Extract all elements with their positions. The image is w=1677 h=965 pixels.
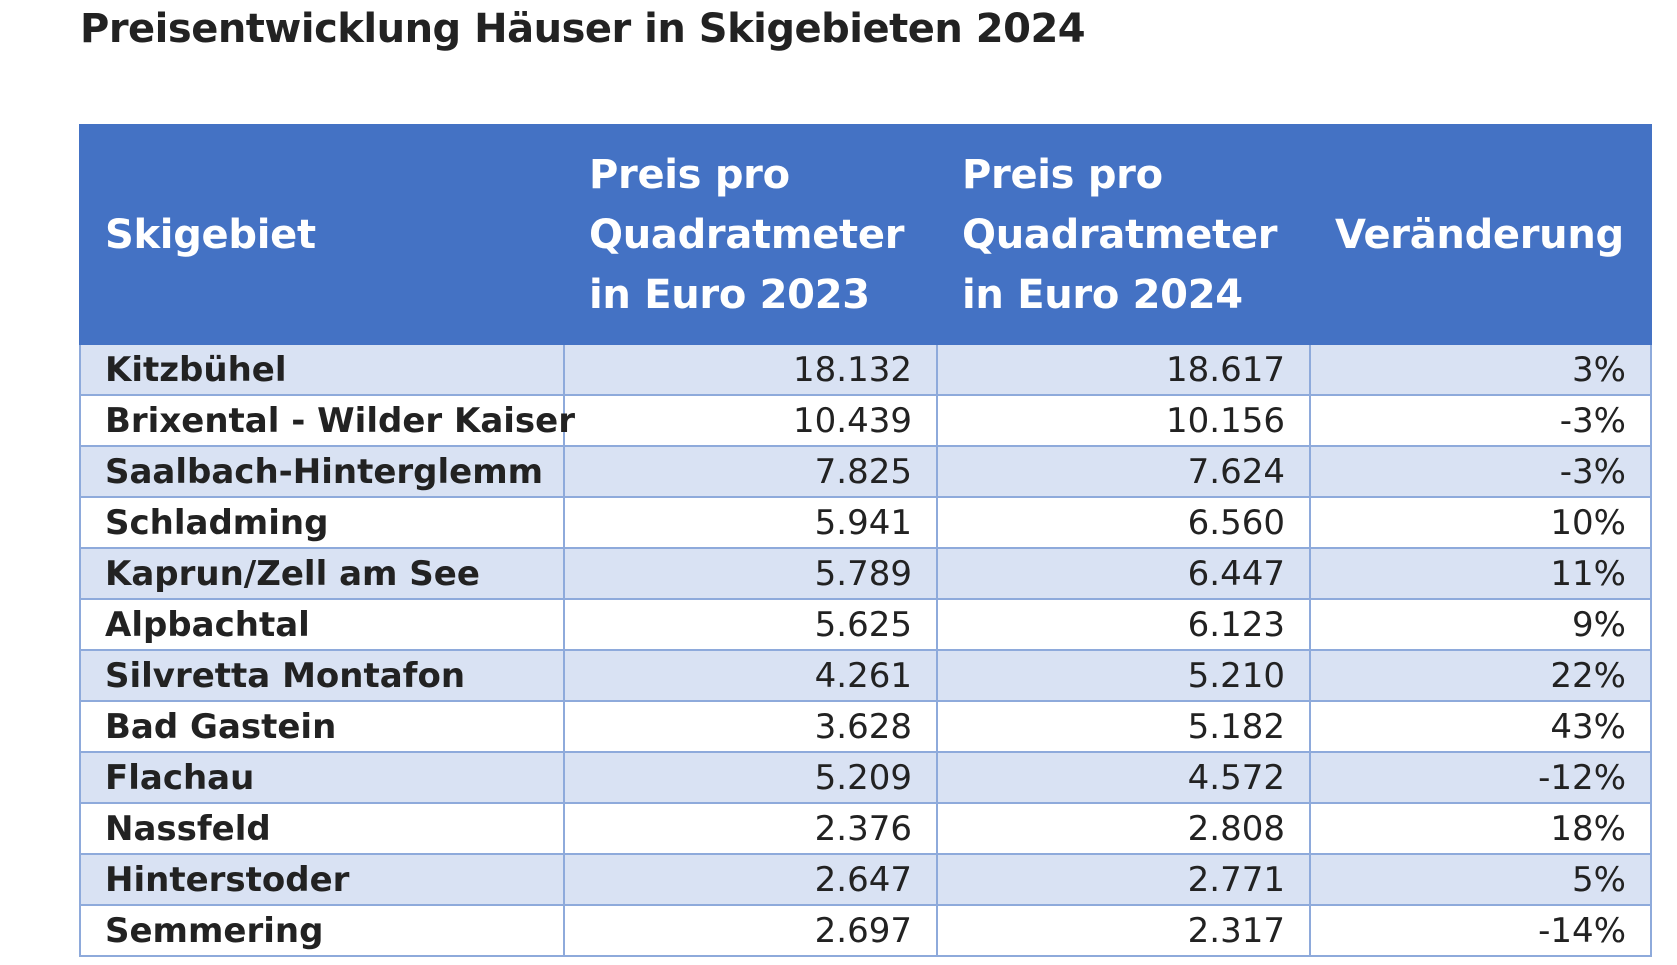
header-price-2024-line-3: in Euro 2024 xyxy=(962,271,1243,318)
price-2023-cell: 4.261 xyxy=(563,649,938,702)
change-cell: 3% xyxy=(1309,343,1652,396)
header-price-2024-line-1: Preis pro xyxy=(962,151,1163,198)
price-2023-cell: 5.941 xyxy=(563,496,938,549)
price-table: Skigebiet Preis pro Quadratmeter in Euro… xyxy=(79,124,1652,957)
price-2023-cell: 2.697 xyxy=(563,904,938,957)
table-row: Kaprun/Zell am See 5.789 6.447 11% xyxy=(79,547,1652,600)
table-row: Hinterstoder 2.647 2.771 5% xyxy=(79,853,1652,906)
table-header: Skigebiet Preis pro Quadratmeter in Euro… xyxy=(79,124,1652,345)
ski-area-cell: Flachau xyxy=(79,751,565,804)
header-price-2024: Preis pro Quadratmeter in Euro 2024 xyxy=(936,124,1311,345)
price-2024-cell: 2.808 xyxy=(936,802,1311,855)
table-row: Kitzbühel 18.132 18.617 3% xyxy=(79,343,1652,396)
header-row: Skigebiet Preis pro Quadratmeter in Euro… xyxy=(79,124,1652,345)
ski-area-cell: Nassfeld xyxy=(79,802,565,855)
price-2024-cell: 6.560 xyxy=(936,496,1311,549)
ski-area-cell: Schladming xyxy=(79,496,565,549)
ski-area-cell: Kaprun/Zell am See xyxy=(79,547,565,600)
change-cell: -3% xyxy=(1309,445,1652,498)
price-2023-cell: 5.209 xyxy=(563,751,938,804)
table-row: Nassfeld 2.376 2.808 18% xyxy=(79,802,1652,855)
change-cell: 22% xyxy=(1309,649,1652,702)
table-row: Alpbachtal 5.625 6.123 9% xyxy=(79,598,1652,651)
price-2024-cell: 2.771 xyxy=(936,853,1311,906)
header-price-2023: Preis pro Quadratmeter in Euro 2023 xyxy=(563,124,938,345)
page-title: Preisentwicklung Häuser in Skigebieten 2… xyxy=(80,6,1086,52)
price-2023-cell: 3.628 xyxy=(563,700,938,753)
header-ski-area: Skigebiet xyxy=(79,124,565,345)
change-cell: 11% xyxy=(1309,547,1652,600)
table-row: Semmering 2.697 2.317 -14% xyxy=(79,904,1652,957)
header-ski-area-label: Skigebiet xyxy=(105,211,316,258)
table-row: Flachau 5.209 4.572 -12% xyxy=(79,751,1652,804)
ski-area-cell: Semmering xyxy=(79,904,565,957)
price-2023-cell: 5.625 xyxy=(563,598,938,651)
ski-area-cell: Kitzbühel xyxy=(79,343,565,396)
price-2024-cell: 7.624 xyxy=(936,445,1311,498)
table-row: Saalbach-Hinterglemm 7.825 7.624 -3% xyxy=(79,445,1652,498)
price-2023-cell: 10.439 xyxy=(563,394,938,447)
header-change: Veränderung xyxy=(1309,124,1652,345)
table-row: Schladming 5.941 6.560 10% xyxy=(79,496,1652,549)
change-cell: 9% xyxy=(1309,598,1652,651)
ski-area-cell: Alpbachtal xyxy=(79,598,565,651)
change-cell: -14% xyxy=(1309,904,1652,957)
header-price-2023-line-2: Quadratmeter xyxy=(589,211,905,258)
change-cell: 10% xyxy=(1309,496,1652,549)
ski-area-cell: Bad Gastein xyxy=(79,700,565,753)
change-cell: -12% xyxy=(1309,751,1652,804)
price-2024-cell: 6.447 xyxy=(936,547,1311,600)
header-price-2024-line-2: Quadratmeter xyxy=(962,211,1278,258)
ski-area-cell: Hinterstoder xyxy=(79,853,565,906)
price-2023-cell: 7.825 xyxy=(563,445,938,498)
price-2023-cell: 5.789 xyxy=(563,547,938,600)
table-row: Bad Gastein 3.628 5.182 43% xyxy=(79,700,1652,753)
price-2023-cell: 18.132 xyxy=(563,343,938,396)
price-2024-cell: 10.156 xyxy=(936,394,1311,447)
table-body: Kitzbühel 18.132 18.617 3% Brixental - Wilde… xyxy=(79,343,1652,957)
price-2023-cell: 2.376 xyxy=(563,802,938,855)
price-2024-cell: 6.123 xyxy=(936,598,1311,651)
header-price-2023-line-3: in Euro 2023 xyxy=(589,271,870,318)
price-2024-cell: 5.210 xyxy=(936,649,1311,702)
price-2024-cell: 18.617 xyxy=(936,343,1311,396)
price-2024-cell: 4.572 xyxy=(936,751,1311,804)
price-2024-cell: 2.317 xyxy=(936,904,1311,957)
header-change-label: Veränderung xyxy=(1335,211,1624,258)
change-cell: -3% xyxy=(1309,394,1652,447)
price-2023-cell: 2.647 xyxy=(563,853,938,906)
table-row: Brixental - Wilder Kaiser 10.439 10.156 -3% xyxy=(79,394,1652,447)
ski-area-cell: Brixental - Wilder Kaiser xyxy=(79,394,575,447)
price-2024-cell: 5.182 xyxy=(936,700,1311,753)
change-cell: 43% xyxy=(1309,700,1652,753)
change-cell: 5% xyxy=(1309,853,1652,906)
ski-area-cell: Saalbach-Hinterglemm xyxy=(79,445,565,498)
table-row: Silvretta Montafon 4.261 5.210 22% xyxy=(79,649,1652,702)
change-cell: 18% xyxy=(1309,802,1652,855)
header-price-2023-line-1: Preis pro xyxy=(589,151,790,198)
ski-area-cell: Silvretta Montafon xyxy=(79,649,565,702)
